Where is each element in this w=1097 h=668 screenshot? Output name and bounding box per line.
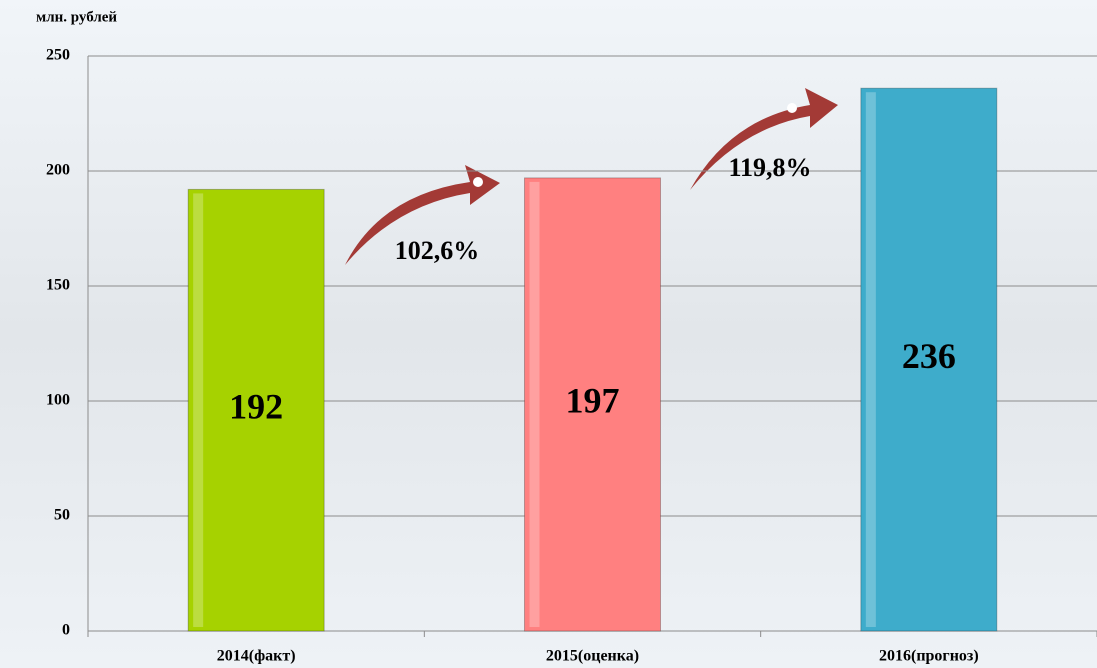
y-tick-label: 100 bbox=[46, 392, 70, 409]
x-tick-label: 2014(факт) bbox=[217, 648, 296, 665]
arrows bbox=[345, 88, 838, 265]
arrow-dot bbox=[787, 103, 797, 113]
bar bbox=[860, 87, 998, 632]
growth-annotation: 102,6% bbox=[395, 236, 480, 265]
y-tick-label: 0 bbox=[62, 622, 70, 639]
y-tick-label: 200 bbox=[46, 162, 70, 179]
arrow-dot bbox=[473, 177, 483, 187]
bar bbox=[524, 177, 661, 632]
bar bbox=[187, 188, 325, 632]
y-axis-label: млн. рублей bbox=[36, 9, 117, 25]
growth-arrow bbox=[690, 88, 838, 190]
x-tick-label: 2015(оценка) bbox=[546, 648, 639, 665]
y-tick-label: 250 bbox=[46, 47, 70, 64]
value-label: 192 bbox=[229, 386, 283, 426]
value-label: 197 bbox=[566, 381, 620, 421]
value-label: 236 bbox=[902, 336, 956, 376]
bar-highlight bbox=[193, 193, 204, 627]
x-tick-label: 2016(прогноз) bbox=[879, 648, 979, 665]
bar-highlight bbox=[865, 92, 876, 627]
growth-arrow bbox=[345, 165, 500, 265]
y-tick-label: 150 bbox=[46, 277, 70, 294]
y-tick-label: 50 bbox=[54, 507, 70, 524]
growth-annotation: 119,8% bbox=[728, 153, 811, 182]
bar-highlight bbox=[529, 181, 540, 627]
